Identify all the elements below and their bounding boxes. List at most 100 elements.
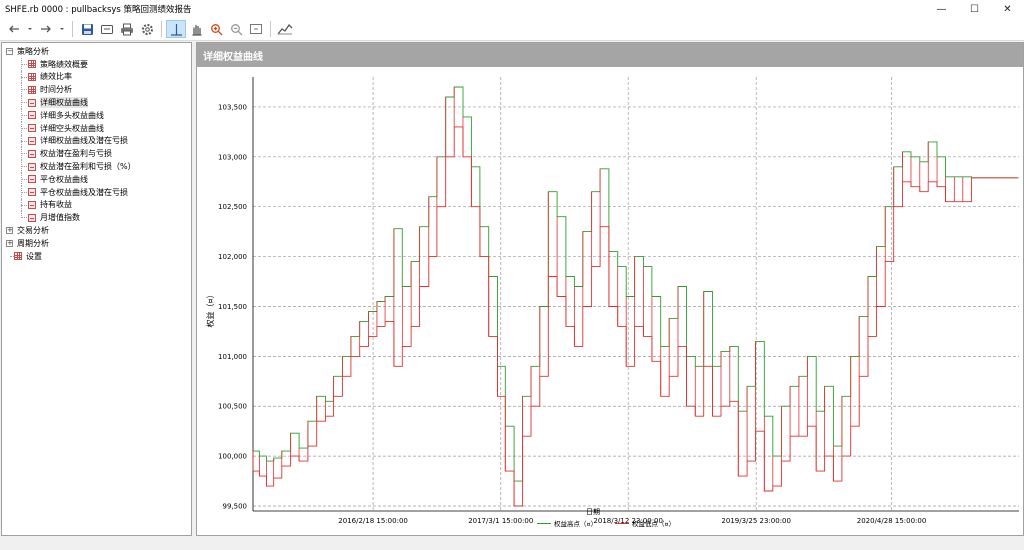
export-icon[interactable] [97, 20, 117, 38]
tree-item-closed-equity[interactable]: 平仓权益曲线 [2, 172, 191, 186]
title-bar: SHFE.rb 0000 : pullbacksys 策略回测绩效报告 — ☐ … [0, 0, 1024, 18]
tree-item-label: 权益潜在盈利和亏损（%） [40, 162, 136, 172]
tree-item-label: 平仓权益曲线 [40, 174, 88, 184]
table-icon [14, 252, 22, 261]
tree-item-label: 详细空头权益曲线 [40, 123, 104, 133]
y-axis-label: 权益（¤） [205, 290, 215, 327]
toolbar-separator [161, 21, 162, 37]
minimize-button[interactable]: — [936, 3, 947, 15]
tree-connector [21, 153, 27, 155]
tree-connector [21, 140, 27, 142]
tree-item-label: 绩效比率 [40, 72, 72, 82]
tree-group-periods[interactable]: + 周期分析 [2, 237, 191, 250]
chart-icon [28, 124, 36, 133]
toolbar [0, 18, 1024, 41]
tree-connector [21, 204, 27, 206]
tree-group-label: 策略分析 [17, 46, 49, 56]
tree-connector [21, 76, 27, 78]
tree-item-label: 详细权益曲线及潜在亏损 [40, 136, 128, 146]
forward-icon[interactable] [36, 20, 56, 38]
tree-item-potential-pl[interactable]: 权益潜在盈利与亏损 [2, 147, 191, 161]
tree-item-label: 设置 [26, 251, 42, 261]
zoom-out-icon[interactable] [226, 20, 246, 38]
legend-label: 权益高点（¤） [554, 519, 597, 528]
tree-connector [21, 102, 27, 104]
chart-icon [28, 213, 36, 222]
series-equity-low [253, 126, 1019, 507]
chart-icon[interactable] [275, 20, 295, 38]
y-tick-label: 99,500 [223, 503, 248, 511]
status-bar [0, 538, 1024, 550]
chart-icon [28, 149, 36, 158]
y-tick-label: 100,000 [218, 453, 247, 461]
tree-item-settings[interactable]: 设置 [2, 250, 191, 263]
chart-icon [28, 162, 36, 171]
crosshair-icon[interactable] [166, 20, 186, 38]
equity-curve-chart[interactable]: 99,500 100,000 100,500 101,000 101,500 102,00… [197, 67, 1023, 535]
tree-item-monthly-index[interactable]: 月增值指数 [2, 211, 191, 224]
tree-item-label: 策略绩效概要 [40, 59, 88, 69]
save-icon[interactable] [77, 20, 97, 38]
chart-icon [28, 188, 36, 197]
tree-item-label: 月增值指数 [40, 213, 80, 223]
tree-connector [21, 89, 27, 91]
print-icon[interactable] [117, 20, 137, 38]
expand-icon[interactable]: + [6, 226, 13, 235]
settings-icon[interactable] [137, 20, 157, 38]
back-icon[interactable] [4, 20, 24, 38]
close-button[interactable]: ✕ [1003, 3, 1012, 15]
y-tick-label: 103,000 [218, 153, 247, 161]
maximize-button[interactable]: ☐ [970, 3, 979, 15]
x-tick-label: 2017/3/1 15:00:00 [468, 517, 533, 525]
tree-connector [10, 255, 14, 257]
table-icon [28, 60, 36, 69]
tree-connector [21, 114, 27, 116]
tree-connector [21, 166, 27, 168]
analysis-tree: − 策略分析 策略绩效概要 绩效比率 时间分析 详细权益曲线 详细多头权益曲线 … [1, 42, 192, 536]
tree-item-summary[interactable]: 策略绩效概要 [2, 57, 191, 71]
tree-item-time-analysis[interactable]: 时间分析 [2, 83, 191, 97]
collapse-icon[interactable]: − [6, 46, 13, 55]
zoom-in-icon[interactable] [206, 20, 226, 38]
panel-title: 详细权益曲线 [197, 43, 1023, 67]
tree-item-label: 时间分析 [40, 85, 72, 95]
fit-icon[interactable] [246, 20, 266, 38]
chart-icon [28, 136, 36, 145]
chart-series [252, 86, 1019, 507]
tree-items: 策略绩效概要 绩效比率 时间分析 详细权益曲线 详细多头权益曲线 详细空头权益曲… [2, 57, 191, 224]
tree-item-label: 详细多头权益曲线 [40, 110, 104, 120]
x-axis-label: 日期 [586, 508, 600, 516]
tree-item-label: 详细权益曲线 [40, 97, 88, 109]
y-tick-label: 101,500 [218, 303, 247, 311]
chart-axes: 99,500 100,000 100,500 101,000 101,500 102,00… [218, 77, 1019, 525]
y-tick-label: 102,000 [218, 253, 247, 261]
tree-connector [21, 211, 22, 219]
table-icon [28, 72, 36, 81]
tree-item-potential-pl-pct[interactable]: 权益潜在盈利和亏损（%） [2, 160, 191, 173]
tree-item-closed-equity-drawdown[interactable]: 平仓权益曲线及潜在亏损 [2, 185, 191, 199]
tree-item-holding-return[interactable]: 持有收益 [2, 198, 191, 212]
tree-item-ratios[interactable]: 绩效比率 [2, 70, 191, 84]
report-panel: 详细权益曲线 99,500 100,000 100,500 101,000 101,50… [196, 42, 1024, 536]
series-equity-high [253, 86, 1019, 482]
expand-icon[interactable]: + [6, 238, 13, 247]
tree-group-strategy[interactable]: − 策略分析 [2, 45, 191, 58]
back-dropdown-icon[interactable] [24, 20, 36, 38]
tree-item-equity-curve[interactable]: 详细权益曲线 [2, 96, 191, 109]
chart-grid [253, 77, 1019, 511]
x-tick-label: 2016/2/18 15:00:00 [338, 517, 408, 525]
chart-legend: 权益高点（¤） 权益低点（¤） [537, 519, 675, 528]
x-tick-label: 2019/3/25 23:00:00 [721, 517, 791, 525]
tree-item-long-equity[interactable]: 详细多头权益曲线 [2, 108, 191, 122]
tree-connector [21, 178, 27, 180]
tree-group-trades[interactable]: + 交易分析 [2, 224, 191, 237]
y-tick-label: 103,500 [218, 103, 247, 111]
tree-item-short-equity[interactable]: 详细空头权益曲线 [2, 121, 191, 135]
chart-icon [28, 175, 36, 184]
y-tick-label: 100,500 [218, 403, 247, 411]
forward-dropdown-icon[interactable] [56, 20, 68, 38]
tree-item-equity-drawdown[interactable]: 详细权益曲线及潜在亏损 [2, 134, 191, 148]
tree-group-label: 交易分析 [17, 226, 49, 236]
chart-icon [28, 200, 36, 209]
hand-icon[interactable] [186, 20, 206, 38]
